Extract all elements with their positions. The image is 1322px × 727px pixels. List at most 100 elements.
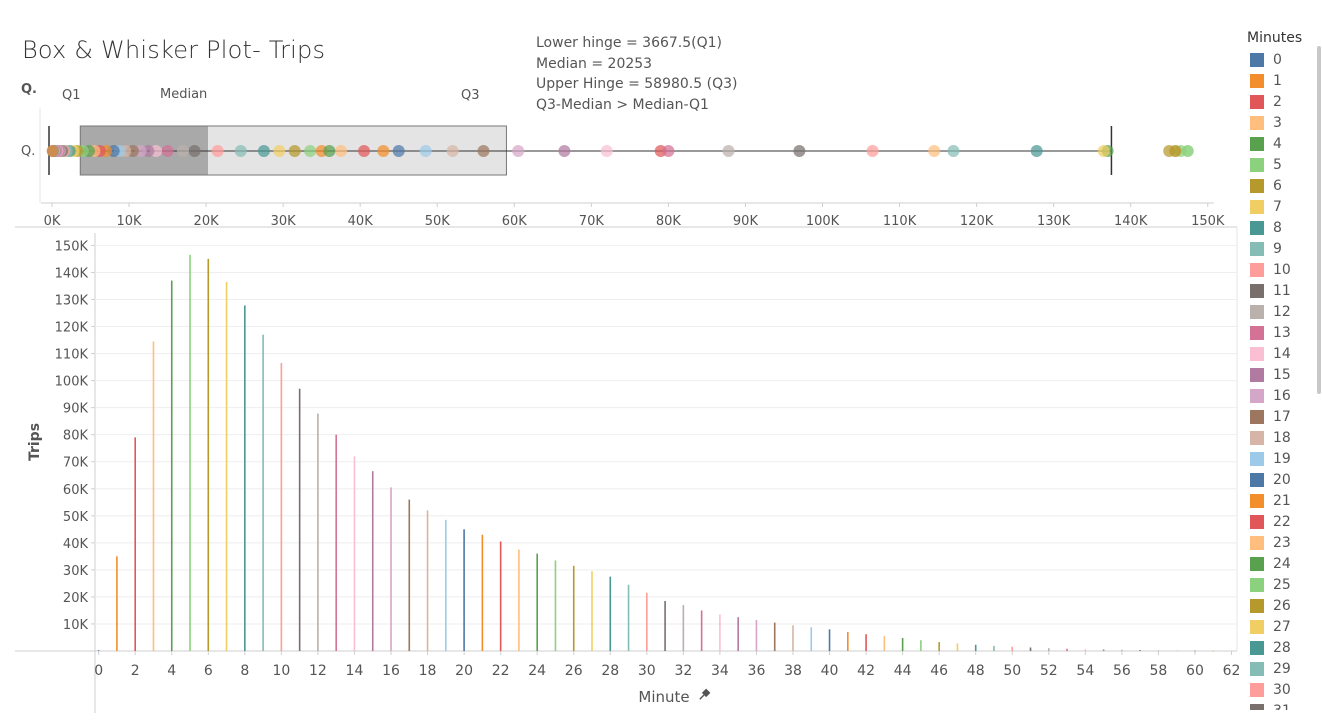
trip-bar xyxy=(445,519,447,651)
box-x-tick-label: 130K xyxy=(1037,214,1071,229)
trip-bar xyxy=(1194,650,1196,652)
trip-bar xyxy=(244,305,246,651)
legend-item[interactable]: 3 xyxy=(1240,112,1322,133)
box-point xyxy=(1181,145,1194,157)
trip-bar xyxy=(755,619,758,651)
box-point xyxy=(377,145,390,157)
trip-bar xyxy=(463,529,465,651)
legend-title: Minutes xyxy=(1247,30,1303,46)
box-point xyxy=(358,145,371,157)
legend-label: 14 xyxy=(1273,345,1291,362)
trip-bar xyxy=(810,627,813,651)
minutes-legend: Minutes 0 1 2 3 4 5 6 7 8 9 10 11 12 13 14 15 16 17 18 19 20… xyxy=(1240,30,1322,710)
pin-icon xyxy=(699,688,711,700)
box-x-tick-label: 50K xyxy=(425,214,451,229)
trip-bar xyxy=(792,625,794,651)
box-x-tick-label: 80K xyxy=(656,214,682,229)
bar-y-tick-label: 100K xyxy=(55,375,89,390)
trip-bar xyxy=(974,644,977,651)
bar-x-tick-label: 32 xyxy=(674,663,692,679)
bar-x-tick-label: 60 xyxy=(1186,663,1204,679)
legend-label: 22 xyxy=(1273,513,1291,530)
legend-item[interactable]: 27 xyxy=(1240,616,1322,637)
legend-scrollbar-thumb[interactable] xyxy=(1317,46,1321,394)
legend-label: 5 xyxy=(1273,156,1282,173)
trip-bar xyxy=(1139,650,1141,651)
legend-item[interactable]: 19 xyxy=(1240,448,1322,469)
legend-item[interactable]: 4 xyxy=(1240,133,1322,154)
trip-bar xyxy=(938,642,940,651)
box-point xyxy=(304,145,317,157)
legend-item[interactable]: 1 xyxy=(1240,70,1322,91)
box-point xyxy=(722,145,735,157)
legend-scrollbar[interactable] xyxy=(1316,44,1322,709)
legend-swatch xyxy=(1250,556,1264,571)
legend-swatch xyxy=(1250,472,1264,487)
legend-item[interactable]: 16 xyxy=(1240,385,1322,406)
box-point xyxy=(257,145,270,157)
legend-item[interactable]: 25 xyxy=(1240,574,1322,595)
legend-item[interactable]: 20 xyxy=(1240,469,1322,490)
legend-item[interactable]: 9 xyxy=(1240,238,1322,259)
legend-item[interactable]: 21 xyxy=(1240,490,1322,511)
legend-item[interactable]: 5 xyxy=(1240,154,1322,175)
bar-x-tick-label: 2 xyxy=(131,663,140,679)
legend-item[interactable]: 15 xyxy=(1240,364,1322,385)
box-x-tick-label: 30K xyxy=(271,214,297,229)
legend-item[interactable]: 24 xyxy=(1240,553,1322,574)
legend-item[interactable]: 17 xyxy=(1240,406,1322,427)
legend-label: 30 xyxy=(1273,681,1291,698)
legend-item[interactable]: 10 xyxy=(1240,259,1322,280)
trip-bar xyxy=(116,556,118,651)
annotation-upper-hinge: Upper Hinge = 58980.5 (Q3) xyxy=(536,76,738,92)
bar-x-tick-label: 16 xyxy=(382,663,400,679)
bar-y-tick-label: 40K xyxy=(63,537,89,552)
box-point xyxy=(211,145,224,157)
legend-item[interactable]: 26 xyxy=(1240,595,1322,616)
bar-x-tick-label: 52 xyxy=(1040,663,1058,679)
legend-item[interactable]: 30 xyxy=(1240,679,1322,700)
box-x-tick-label: 90K xyxy=(733,214,759,229)
box-whisker-chart: 0K 10K 20K 30K 40K 50K 60K 70K 80K 90K 100K 110K 120… xyxy=(39,108,1225,229)
legend-label: 24 xyxy=(1273,555,1291,572)
legend-item[interactable]: 18 xyxy=(1240,427,1322,448)
bar-x-tick-label: 38 xyxy=(784,663,802,679)
trip-bar xyxy=(518,549,520,651)
trip-bar xyxy=(1066,648,1068,651)
legend-item[interactable]: 8 xyxy=(1240,217,1322,238)
legend-label: 7 xyxy=(1273,198,1282,215)
legend-label: 12 xyxy=(1273,303,1291,320)
trip-bar xyxy=(536,553,538,651)
trip-bar xyxy=(901,638,904,651)
legend-item[interactable]: 22 xyxy=(1240,511,1322,532)
legend-swatch xyxy=(1250,493,1264,508)
bar-y-tick-label: 110K xyxy=(55,348,89,363)
legend-item[interactable]: 31 xyxy=(1240,700,1322,710)
trip-bar xyxy=(847,632,849,651)
legend-item[interactable]: 13 xyxy=(1240,322,1322,343)
legend-item[interactable]: 28 xyxy=(1240,637,1322,658)
trip-bar xyxy=(828,629,831,651)
trip-bar xyxy=(1102,649,1105,651)
box-x-tick-label: 110K xyxy=(883,214,917,229)
box-point xyxy=(273,145,286,157)
bar-x-tick-label: 6 xyxy=(204,663,213,679)
bar-x-tick-label: 34 xyxy=(711,663,729,679)
legend-item[interactable]: 23 xyxy=(1240,532,1322,553)
bar-y-tick-label: 150K xyxy=(55,239,89,254)
bar-x-tick-label: 4 xyxy=(167,663,176,679)
legend-item[interactable]: 6 xyxy=(1240,175,1322,196)
legend-item[interactable]: 12 xyxy=(1240,301,1322,322)
trip-bar xyxy=(481,534,484,651)
box-point xyxy=(793,145,806,157)
legend-item[interactable]: 29 xyxy=(1240,658,1322,679)
bar-y-tick-label: 90K xyxy=(63,402,89,417)
legend-item[interactable]: 2 xyxy=(1240,91,1322,112)
legend-item[interactable]: 7 xyxy=(1240,196,1322,217)
legend-item[interactable]: 14 xyxy=(1240,343,1322,364)
box-point xyxy=(334,145,347,157)
legend-item[interactable]: 0 xyxy=(1240,49,1322,70)
legend-swatch xyxy=(1250,577,1264,592)
legend-item[interactable]: 11 xyxy=(1240,280,1322,301)
trip-bar xyxy=(390,487,392,651)
